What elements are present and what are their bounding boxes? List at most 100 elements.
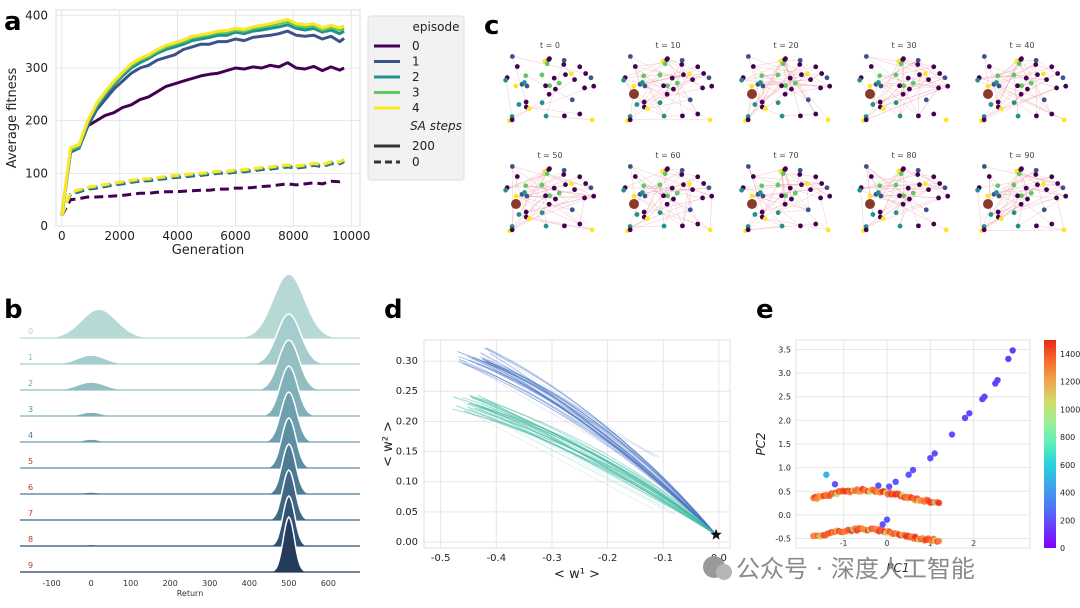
colorbar-tick-label: 400 [1060,489,1075,498]
watermark: 公众号 · 深度人工智能 [703,555,975,583]
network-node [792,190,798,196]
ridge-outline-5 [20,417,360,469]
network-node [981,164,987,169]
network-node [797,172,803,177]
y-tick-label: 0.20 [396,416,418,427]
network-node [749,83,755,89]
network-node [945,193,951,199]
network-edge [526,195,556,200]
trajectory-jump-lower [452,396,671,503]
y-tick-label: 0.30 [396,356,418,367]
trajectory-lower [475,396,717,536]
network-node [563,72,568,78]
network-node [632,64,638,69]
network-edge [1014,197,1057,213]
network-edge [993,84,1052,115]
network-node [664,167,670,172]
network-subplot: t = 10 [621,41,715,124]
y-tick-label: 3.5 [778,345,791,354]
network-node [1025,86,1030,92]
network-node [1016,61,1022,67]
network-node [995,183,1001,189]
network-node [818,85,823,91]
network-edge [667,58,704,74]
network-node [707,117,713,123]
network-node [745,227,751,233]
network-node [695,111,701,117]
network-edge [526,197,585,213]
network-edge [1013,74,1019,117]
network-hub-node [983,89,993,99]
network-edge [784,59,792,90]
network-edge [547,173,592,188]
network-edge [529,171,545,219]
network-edge [511,174,564,231]
network-edge [529,218,565,227]
network-edge [900,173,909,189]
y-tick-label: 200 [25,114,48,128]
network-edge [633,195,683,227]
network-node [789,86,794,92]
network-node [910,190,916,196]
network-node [1015,83,1020,89]
network-node [813,174,819,180]
legend-box [367,15,465,181]
network-edge [762,74,802,103]
network-node [563,182,568,188]
ridge-row-label: 1 [28,353,33,362]
network-edge [865,195,948,227]
network-node [819,181,825,186]
network-node [975,77,981,83]
network-edge [666,59,698,115]
network-node [804,71,810,77]
network-node [759,99,765,105]
network-node [981,227,987,233]
network-edge [512,79,575,121]
network-node [779,193,784,199]
network-node [679,172,685,177]
network-edge [765,218,829,231]
network-node [783,83,789,89]
network-node [1054,195,1059,201]
y-tick-label: 2.5 [778,393,791,402]
network-node [868,64,874,69]
network-node [779,83,784,89]
trajectory-upper [483,347,717,536]
network-node [782,167,788,172]
colorbar-tick-label: 0 [1060,544,1065,553]
network-node [942,75,948,81]
network-node [880,216,886,222]
panel-label-d: d [384,295,403,325]
network-node [897,223,903,229]
network-edge [990,169,1022,215]
trajectory-lower [469,394,717,536]
network-subplot: t = 80 [857,151,951,234]
network-node [553,196,558,202]
network-node [752,212,758,217]
y-tick-label: 0.0 [778,511,791,520]
x-tick-label: -1 [840,539,848,548]
network-edge [799,60,808,74]
network-node [662,61,668,67]
network-edge [1027,88,1052,115]
network-node [641,209,647,215]
ridge-outline-6 [20,442,360,495]
network-edge [998,183,1058,197]
network-node [588,185,594,191]
network-edge [546,115,593,121]
network-node [943,227,949,233]
y-tick-label: 100 [25,166,48,180]
network-node [509,54,515,59]
network-node [870,102,876,107]
colorbar-tick-label: 800 [1060,433,1075,442]
network-node [749,193,755,199]
scatter-point [892,478,899,486]
x-tick-label: 8000 [278,229,309,243]
scatter-point [875,482,882,489]
network-node [561,57,567,63]
network-node [981,117,987,123]
network-node [998,216,1004,222]
network-edge [521,171,546,195]
trajectory-upper [482,358,717,536]
network-edge [981,87,1057,121]
